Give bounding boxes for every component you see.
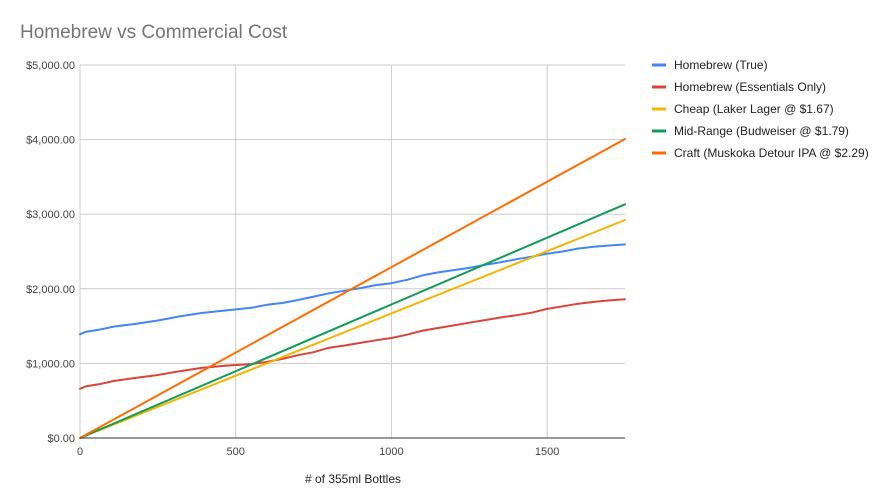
grid — [79, 64, 625, 438]
legend-label: Cheap (Laker Lager @ $1.67) — [674, 102, 834, 116]
y-tick-label: $2,000.00 — [26, 284, 75, 296]
chart-title: Homebrew vs Commercial Cost — [20, 22, 288, 43]
x-axis-title: # of 355ml Bottles — [305, 472, 401, 486]
y-tick-label: $3,000.00 — [26, 209, 75, 221]
legend-label: Homebrew (True) — [674, 58, 768, 72]
y-tick-label: $1,000.00 — [26, 358, 75, 370]
series-line-2 — [79, 298, 626, 390]
y-tick-label: $4,000.00 — [26, 135, 75, 147]
series-lines — [79, 138, 626, 439]
x-tick-label: 0 — [77, 446, 83, 458]
legend-item: Mid-Range (Budweiser @ $1.79) — [652, 124, 849, 138]
x-tick-label: 1000 — [379, 446, 403, 458]
legend-label: Mid-Range (Budweiser @ $1.79) — [674, 124, 849, 138]
legend-label: Craft (Muskoka Detour IPA @ $2.29) — [674, 146, 869, 160]
series-line-4 — [79, 203, 626, 439]
series-line-3 — [79, 219, 626, 439]
y-axis-ticks: $0.00 $1,000.00 $2,000.00 $3,000.00 $4,000.0… — [26, 60, 75, 445]
y-tick-label: $5,000.00 — [26, 60, 75, 72]
x-tick-label: 1500 — [535, 446, 559, 458]
x-tick-label: 500 — [227, 446, 245, 458]
legend: Homebrew (True) Homebrew (Essentials Only… — [652, 58, 869, 160]
series-line-5 — [79, 138, 626, 439]
legend-item: Homebrew (True) — [652, 58, 768, 72]
legend-item: Cheap (Laker Lager @ $1.67) — [652, 102, 834, 116]
legend-item: Craft (Muskoka Detour IPA @ $2.29) — [652, 146, 869, 160]
x-axis-ticks: 0 500 1000 1500 — [77, 446, 559, 458]
legend-item: Homebrew (Essentials Only) — [652, 80, 826, 94]
y-tick-label: $0.00 — [47, 433, 75, 445]
legend-label: Homebrew (Essentials Only) — [674, 80, 826, 94]
